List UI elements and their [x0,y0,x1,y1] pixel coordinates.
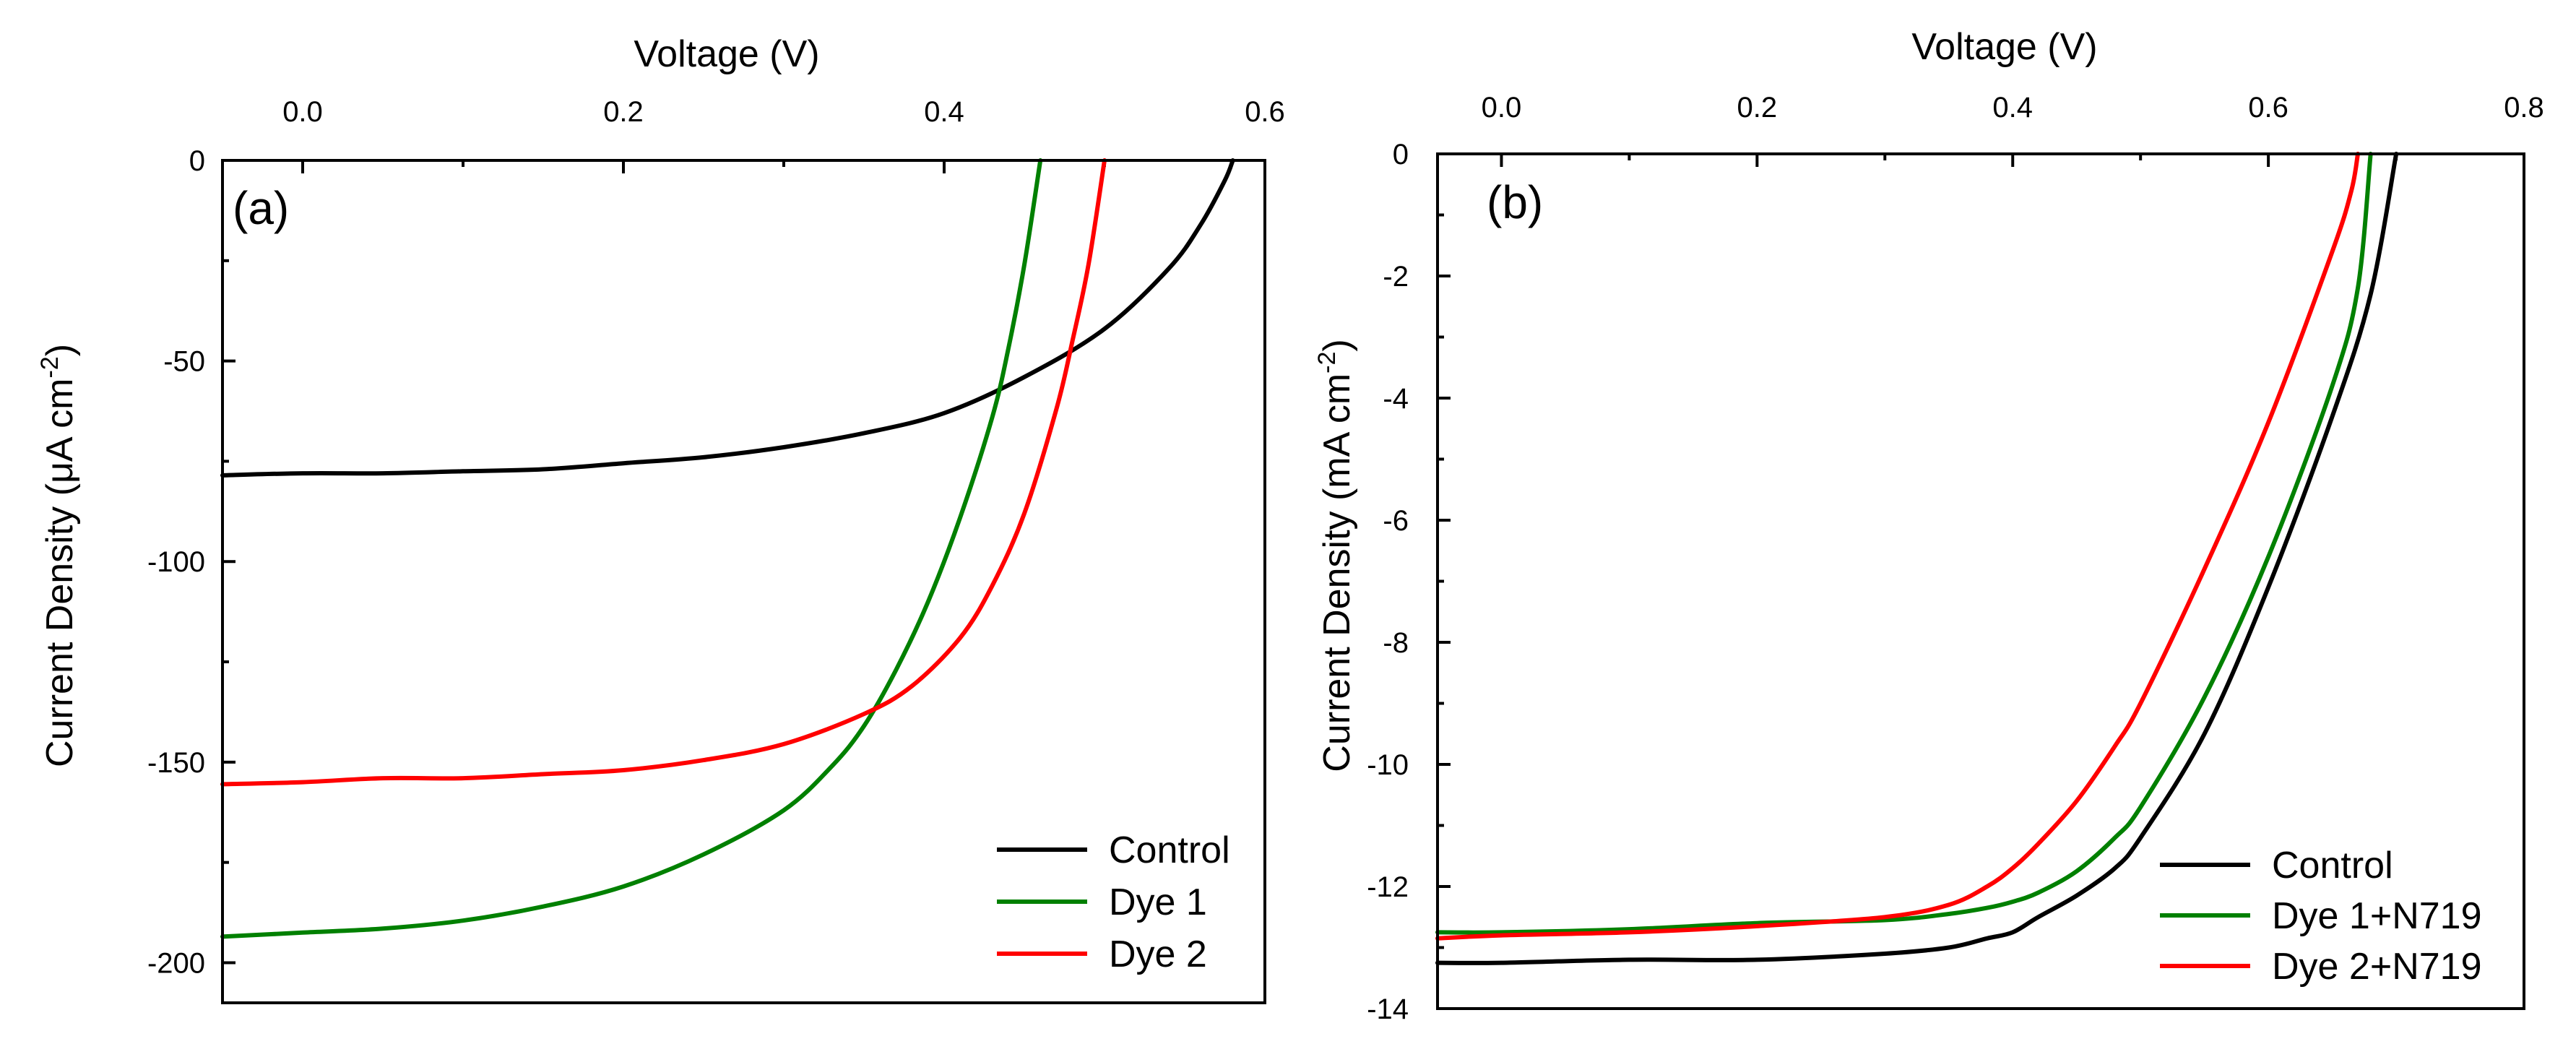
panel-b-y-tick-label: -4 [1383,383,1409,415]
panel-b-ticks: 0.0 0.2 0.4 0.6 0.8 0 -2 -4 -6 -8 -10 -12 -14 [1367,92,2544,1025]
panel-b-y-tick-label: -10 [1367,749,1409,781]
panel-b-x-tick-label: 0.2 [1737,92,1778,124]
panel-a-x-tick-label: 0.4 [924,96,964,128]
panel-b-legend-label: Dye 1+N719 [2272,895,2482,937]
panel-b-y-tick-label: -2 [1383,261,1409,293]
panel-b-y-tick-label: 0 [1393,139,1409,171]
panel-b-series [1435,152,2399,965]
panel-a-y-axis-title: Current Density (μA cm-2) [36,344,81,767]
panel-b-y-tick-label: -8 [1383,627,1409,659]
panel-b-y-axis-title-end: ) [1316,339,1358,351]
panel-a-y-axis-title-main: Current Density (μA cm [39,379,81,768]
panel-a-label: (a) [233,182,289,234]
panel-a-y-tick-label: 0 [189,145,205,177]
panel-b-y-tick-label: -14 [1367,993,1409,1025]
chart-panel-b: Voltage (V) Current Density (mA cm-2) 0.… [1313,26,2544,1025]
panel-a-series-control [220,158,1235,478]
panel-a-legend-label: Control [1109,829,1230,871]
panel-a-y-tick-label: -100 [147,546,205,578]
panel-a-series-dye-2 [220,158,1107,787]
panel-b-y-tick-label: -12 [1367,871,1409,903]
panel-a-y-axis-title-sup: -2 [36,356,64,378]
panel-a-x-tick-label: 0.2 [603,96,644,128]
chart-panel-a: Voltage (V) Current Density (μA cm-2) 0.… [36,33,1285,1004]
panel-a-y-axis-title-end: ) [39,344,81,356]
panel-a-x-tick-label: 0.6 [1245,96,1285,128]
panel-a-x-tick-label: 0.0 [282,96,323,128]
panel-b-plot-frame [1436,152,2525,1010]
panel-a-legend: Control Dye 1 Dye 2 [997,829,1230,975]
panel-b-y-tick-label: -6 [1383,505,1409,537]
panel-a-series [220,158,1235,939]
panel-a-series-dye-1 [220,158,1043,939]
panel-a-legend-label: Dye 2 [1109,933,1207,975]
panel-b-x-tick-label: 0.6 [2248,92,2288,124]
panel-a-x-axis-title: Voltage (V) [634,33,819,75]
panel-a-legend-label: Dye 1 [1109,881,1207,923]
panel-b-series-dye-2-n719 [1435,152,2360,941]
panel-b-legend-label: Dye 2+N719 [2272,946,2482,988]
panel-b-x-tick-label: 0.0 [1482,92,1522,124]
panel-a-plot-frame [221,159,1266,1004]
panel-b-series-dye-1-n719 [1435,152,2373,935]
panel-b-series-control [1435,152,2399,965]
panel-b-x-tick-label: 0.8 [2504,92,2544,124]
panel-b-legend: Control Dye 1+N719 Dye 2+N719 [2160,845,2482,988]
panel-a-y-tick-label: -200 [147,947,205,979]
panel-b-x-axis-title: Voltage (V) [1911,26,2097,68]
panel-b-y-axis-title: Current Density (mA cm-2) [1313,339,1358,772]
panel-b-legend-label: Control [2272,845,2393,886]
panel-b-y-axis-title-main: Current Density (mA cm [1316,374,1358,772]
panel-a-y-tick-label: -50 [163,346,205,378]
panel-b-x-tick-label: 0.4 [1992,92,2033,124]
panel-a-y-tick-label: -150 [147,747,205,779]
panel-b-y-axis-title-sup: -2 [1313,352,1341,374]
panel-b-label: (b) [1487,176,1543,228]
